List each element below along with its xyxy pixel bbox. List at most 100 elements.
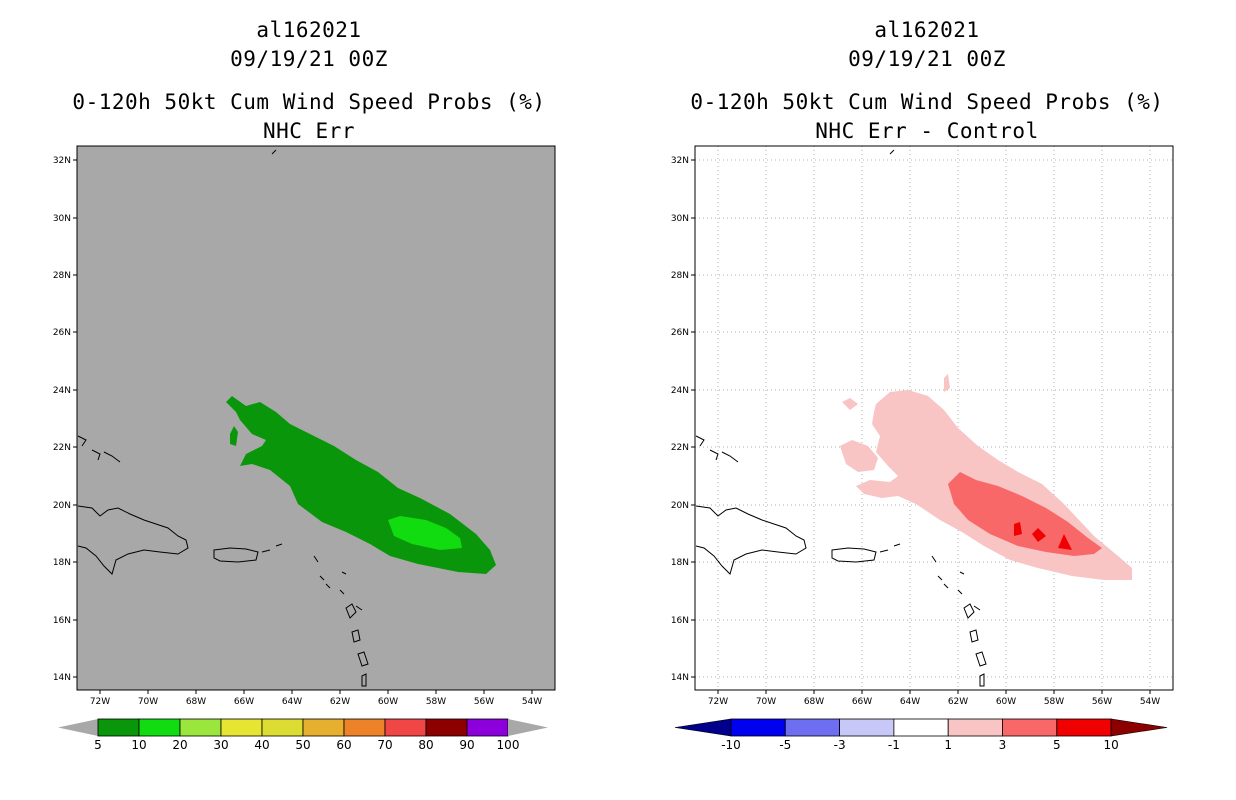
puerto-rico xyxy=(213,547,259,563)
lat-label: 28N xyxy=(53,271,71,281)
virgin-islands xyxy=(261,543,283,553)
left-map: 32N 30N 28N 26N 24N 22N 20N 18N 16N 14N 72W 70W 68W 6… xyxy=(53,145,556,752)
prob-5-10-blob xyxy=(230,426,238,446)
colorbar-swatch xyxy=(466,718,509,737)
product-title: 0-120h 50kt Cum Wind Speed Probs (%) xyxy=(72,90,546,114)
lon-label: 58W xyxy=(1044,697,1064,707)
lon-label: 60W xyxy=(996,697,1016,707)
colorbar-label: -3 xyxy=(834,738,846,752)
plot-background xyxy=(77,146,555,690)
diff-1-3-blob-b xyxy=(840,440,878,472)
storm-id: al162021 xyxy=(874,18,980,42)
lat-label: 32N xyxy=(53,156,71,166)
colorbar: 5 10 20 30 40 50 60 70 80 90 100 xyxy=(58,718,548,752)
subtitle: NHC Err - Control xyxy=(815,119,1039,143)
diff-1-3-blob-c xyxy=(944,374,950,392)
dominica xyxy=(969,629,979,643)
left-panel: al162021 09/19/21 00Z 0-120h 50kt Cum Wi… xyxy=(53,18,556,752)
lat-label: 30N xyxy=(671,214,689,224)
bahamas-2 xyxy=(709,449,719,461)
st-lucia xyxy=(979,673,985,687)
probability-shading xyxy=(226,396,496,574)
colorbar-swatch xyxy=(730,718,786,737)
colorbar-swatch xyxy=(220,718,263,737)
lat-label: 24N xyxy=(671,386,689,396)
lesser-antilles-1 xyxy=(931,555,937,563)
colorbar-swatch xyxy=(138,718,181,737)
lon-label: 62W xyxy=(330,697,350,707)
colorbar-swatch xyxy=(839,718,895,737)
lon-label: 70W xyxy=(756,697,776,707)
lat-label: 18N xyxy=(53,558,71,568)
prob-10-20-region xyxy=(388,516,462,550)
colorbar-swatch xyxy=(1002,718,1058,737)
lat-label: 28N xyxy=(671,271,689,281)
diff-5-10-tri-c xyxy=(1058,534,1072,550)
lesser-antilles-3 xyxy=(339,571,347,595)
datetime: 09/19/21 00Z xyxy=(230,47,388,71)
hispaniola xyxy=(77,505,189,575)
virgin-islands xyxy=(879,543,901,553)
colorbar-swatch xyxy=(784,718,841,737)
colorbar-end-right xyxy=(508,719,548,736)
lon-label: 62W xyxy=(948,697,968,707)
lat-label: 16N xyxy=(53,616,71,626)
lon-label: 60W xyxy=(378,697,398,707)
colorbar-end-left xyxy=(58,719,98,736)
colorbar-swatch xyxy=(1056,718,1112,737)
colorbar-label: 20 xyxy=(172,738,187,752)
plot-frame xyxy=(694,145,1174,691)
colorbar-end-right xyxy=(1110,718,1168,737)
dominica xyxy=(351,629,361,643)
lat-label: 18N xyxy=(671,558,689,568)
product-title: 0-120h 50kt Cum Wind Speed Probs (%) xyxy=(690,90,1164,114)
datetime: 09/19/21 00Z xyxy=(848,47,1006,71)
colorbar-swatch xyxy=(179,718,222,737)
lat-label: 20N xyxy=(671,501,689,511)
lat-label: 22N xyxy=(53,443,71,453)
colorbar-label: -1 xyxy=(888,738,900,752)
lesser-antilles-2 xyxy=(937,575,949,589)
colorbar-label: 30 xyxy=(213,738,228,752)
bahamas-3 xyxy=(721,451,739,463)
lat-label: 14N xyxy=(53,673,71,683)
bermuda-mark xyxy=(889,149,895,155)
colorbar-swatch xyxy=(97,718,140,737)
lat-label: 16N xyxy=(671,616,689,626)
lon-label: 58W xyxy=(426,697,446,707)
colorbar-label: 90 xyxy=(459,738,474,752)
lat-label: 26N xyxy=(671,328,689,338)
colorbar-label: 1 xyxy=(944,738,952,752)
lon-label: 64W xyxy=(900,697,920,707)
bahamas-1 xyxy=(695,435,705,447)
guadeloupe xyxy=(963,603,981,619)
lat-label: 26N xyxy=(53,328,71,338)
lat-label: 32N xyxy=(671,156,689,166)
lon-label: 68W xyxy=(186,697,206,707)
lon-label: 72W xyxy=(90,697,110,707)
bahamas-2 xyxy=(91,449,101,461)
colorbar-label: 5 xyxy=(94,738,102,752)
subtitle: NHC Err xyxy=(262,119,355,143)
colorbar-label: 5 xyxy=(1053,738,1061,752)
colorbar-label: -5 xyxy=(779,738,791,752)
lon-label: 54W xyxy=(1140,697,1160,707)
colorbar-label: -10 xyxy=(721,738,741,752)
right-panel: al162021 09/19/21 00Z 0-120h 50kt Cum Wi… xyxy=(618,0,1236,800)
colorbar-swatch xyxy=(343,718,386,737)
colorbar-end-left xyxy=(674,718,732,737)
storm-id: al162021 xyxy=(256,18,362,42)
lesser-antilles-3 xyxy=(957,571,965,595)
colorbar-label: 70 xyxy=(377,738,392,752)
colorbar-label: 10 xyxy=(1103,738,1118,752)
diff-1-3-blob-a xyxy=(842,398,858,410)
right-titles: al162021 09/19/21 00Z 0-120h 50kt Cum Wi… xyxy=(618,16,1236,146)
lon-label: 56W xyxy=(1092,697,1112,707)
colorbar-swatch xyxy=(261,718,304,737)
axis-ticks: 32N 30N 28N 26N 24N 22N 20N 18N 16N 14N 72W 70W 68W 6… xyxy=(671,156,1160,707)
diff-5-10-tri-a xyxy=(1014,522,1022,536)
lesser-antilles-2 xyxy=(319,575,331,589)
lat-label: 14N xyxy=(671,673,689,683)
colorbar-label: 3 xyxy=(999,738,1007,752)
colorbar-label: 100 xyxy=(497,738,520,752)
